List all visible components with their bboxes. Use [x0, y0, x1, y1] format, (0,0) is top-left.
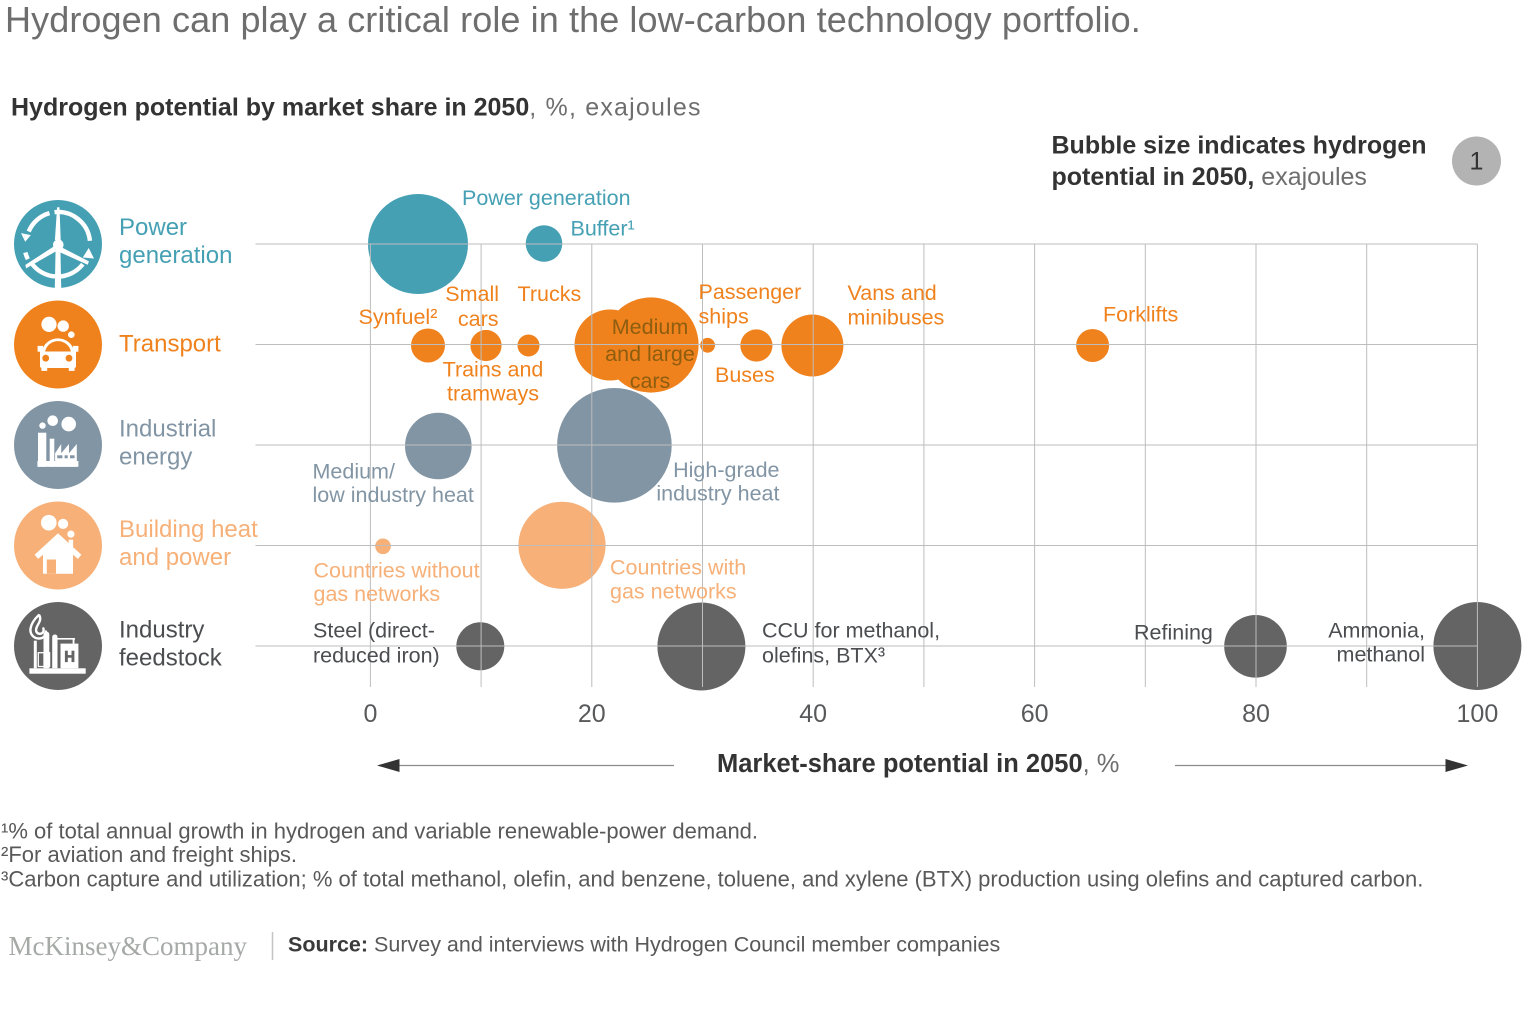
svg-text:McKinsey&Company: McKinsey&Company — [9, 931, 248, 961]
svg-text:olefins, BTX³: olefins, BTX³ — [762, 644, 885, 668]
svg-text:Building heat: Building heat — [119, 516, 258, 543]
svg-text:Trucks: Trucks — [518, 282, 582, 306]
svg-text:tramways: tramways — [447, 382, 539, 406]
svg-text:60: 60 — [1021, 700, 1049, 728]
svg-text:Market-share potential in 2050: Market-share potential in 2050, % — [717, 750, 1119, 778]
svg-text:Countries with: Countries with — [610, 556, 746, 580]
svg-text:Buses: Buses — [715, 363, 775, 387]
svg-text:Source: Survey and interviews: Source: Survey and interviews with Hydro… — [288, 933, 1000, 957]
svg-text:20: 20 — [578, 700, 606, 728]
svg-text:methanol: methanol — [1337, 643, 1425, 667]
svg-text:Countries without: Countries without — [314, 559, 480, 583]
svg-text:Trains and: Trains and — [443, 358, 544, 382]
svg-text:industry heat: industry heat — [656, 482, 779, 506]
svg-text:CCU for methanol,: CCU for methanol, — [762, 619, 940, 643]
svg-text:generation: generation — [119, 242, 232, 269]
svg-text:Medium: Medium — [612, 315, 688, 339]
svg-text:Vans and: Vans and — [848, 281, 937, 305]
svg-text:low industry heat: low industry heat — [313, 483, 474, 507]
svg-text:40: 40 — [799, 700, 827, 728]
svg-text:reduced iron): reduced iron) — [313, 644, 440, 668]
svg-text:100: 100 — [1457, 700, 1499, 728]
svg-text:ships: ships — [699, 305, 749, 329]
svg-text:Ammonia,: Ammonia, — [1328, 619, 1425, 643]
svg-text:Transport: Transport — [119, 331, 221, 358]
svg-text:energy: energy — [119, 444, 192, 471]
svg-text:Bubble size indicates hydrogen: Bubble size indicates hydrogen — [1052, 132, 1427, 160]
svg-text:Steel (direct-: Steel (direct- — [313, 619, 435, 643]
svg-text:gas networks: gas networks — [610, 580, 737, 604]
svg-text:Industrial: Industrial — [119, 416, 216, 443]
svg-text:³Carbon capture and utilizatio: ³Carbon capture and utilization; % of to… — [1, 867, 1423, 892]
svg-text:0: 0 — [363, 700, 377, 728]
svg-text:minibuses: minibuses — [848, 306, 945, 330]
svg-text:Hydrogen can play a critical r: Hydrogen can play a critical role in the… — [5, 0, 1141, 40]
svg-text:Hydrogen potential by market s: Hydrogen potential by market share in 20… — [11, 94, 702, 122]
svg-text:Refining: Refining — [1134, 621, 1213, 645]
svg-text:feedstock: feedstock — [119, 645, 223, 672]
svg-text:High-grade: High-grade — [673, 458, 779, 482]
svg-text:Synfuel²: Synfuel² — [359, 305, 438, 329]
svg-text:Small: Small — [445, 282, 499, 306]
svg-text:Power generation: Power generation — [462, 186, 631, 210]
svg-text:Forklifts: Forklifts — [1103, 303, 1178, 327]
svg-text:Power: Power — [119, 214, 187, 241]
svg-text:Medium/: Medium/ — [313, 460, 395, 484]
svg-text:²For aviation and freight ship: ²For aviation and freight ships. — [1, 842, 297, 867]
svg-text:cars: cars — [458, 307, 499, 331]
svg-text:¹% of total annual growth in h: ¹% of total annual growth in hydrogen an… — [1, 819, 758, 844]
svg-text:cars: cars — [630, 369, 671, 393]
svg-text:and power: and power — [119, 544, 231, 571]
svg-text:and large: and large — [605, 342, 695, 366]
svg-text:gas networks: gas networks — [314, 582, 441, 606]
svg-text:Passenger: Passenger — [699, 280, 802, 304]
svg-text:potential in 2050, exajoules: potential in 2050, exajoules — [1052, 163, 1367, 191]
svg-text:80: 80 — [1242, 700, 1270, 728]
svg-text:Industry: Industry — [119, 617, 204, 644]
svg-text:1: 1 — [1470, 148, 1484, 176]
svg-text:Buffer¹: Buffer¹ — [571, 217, 635, 241]
